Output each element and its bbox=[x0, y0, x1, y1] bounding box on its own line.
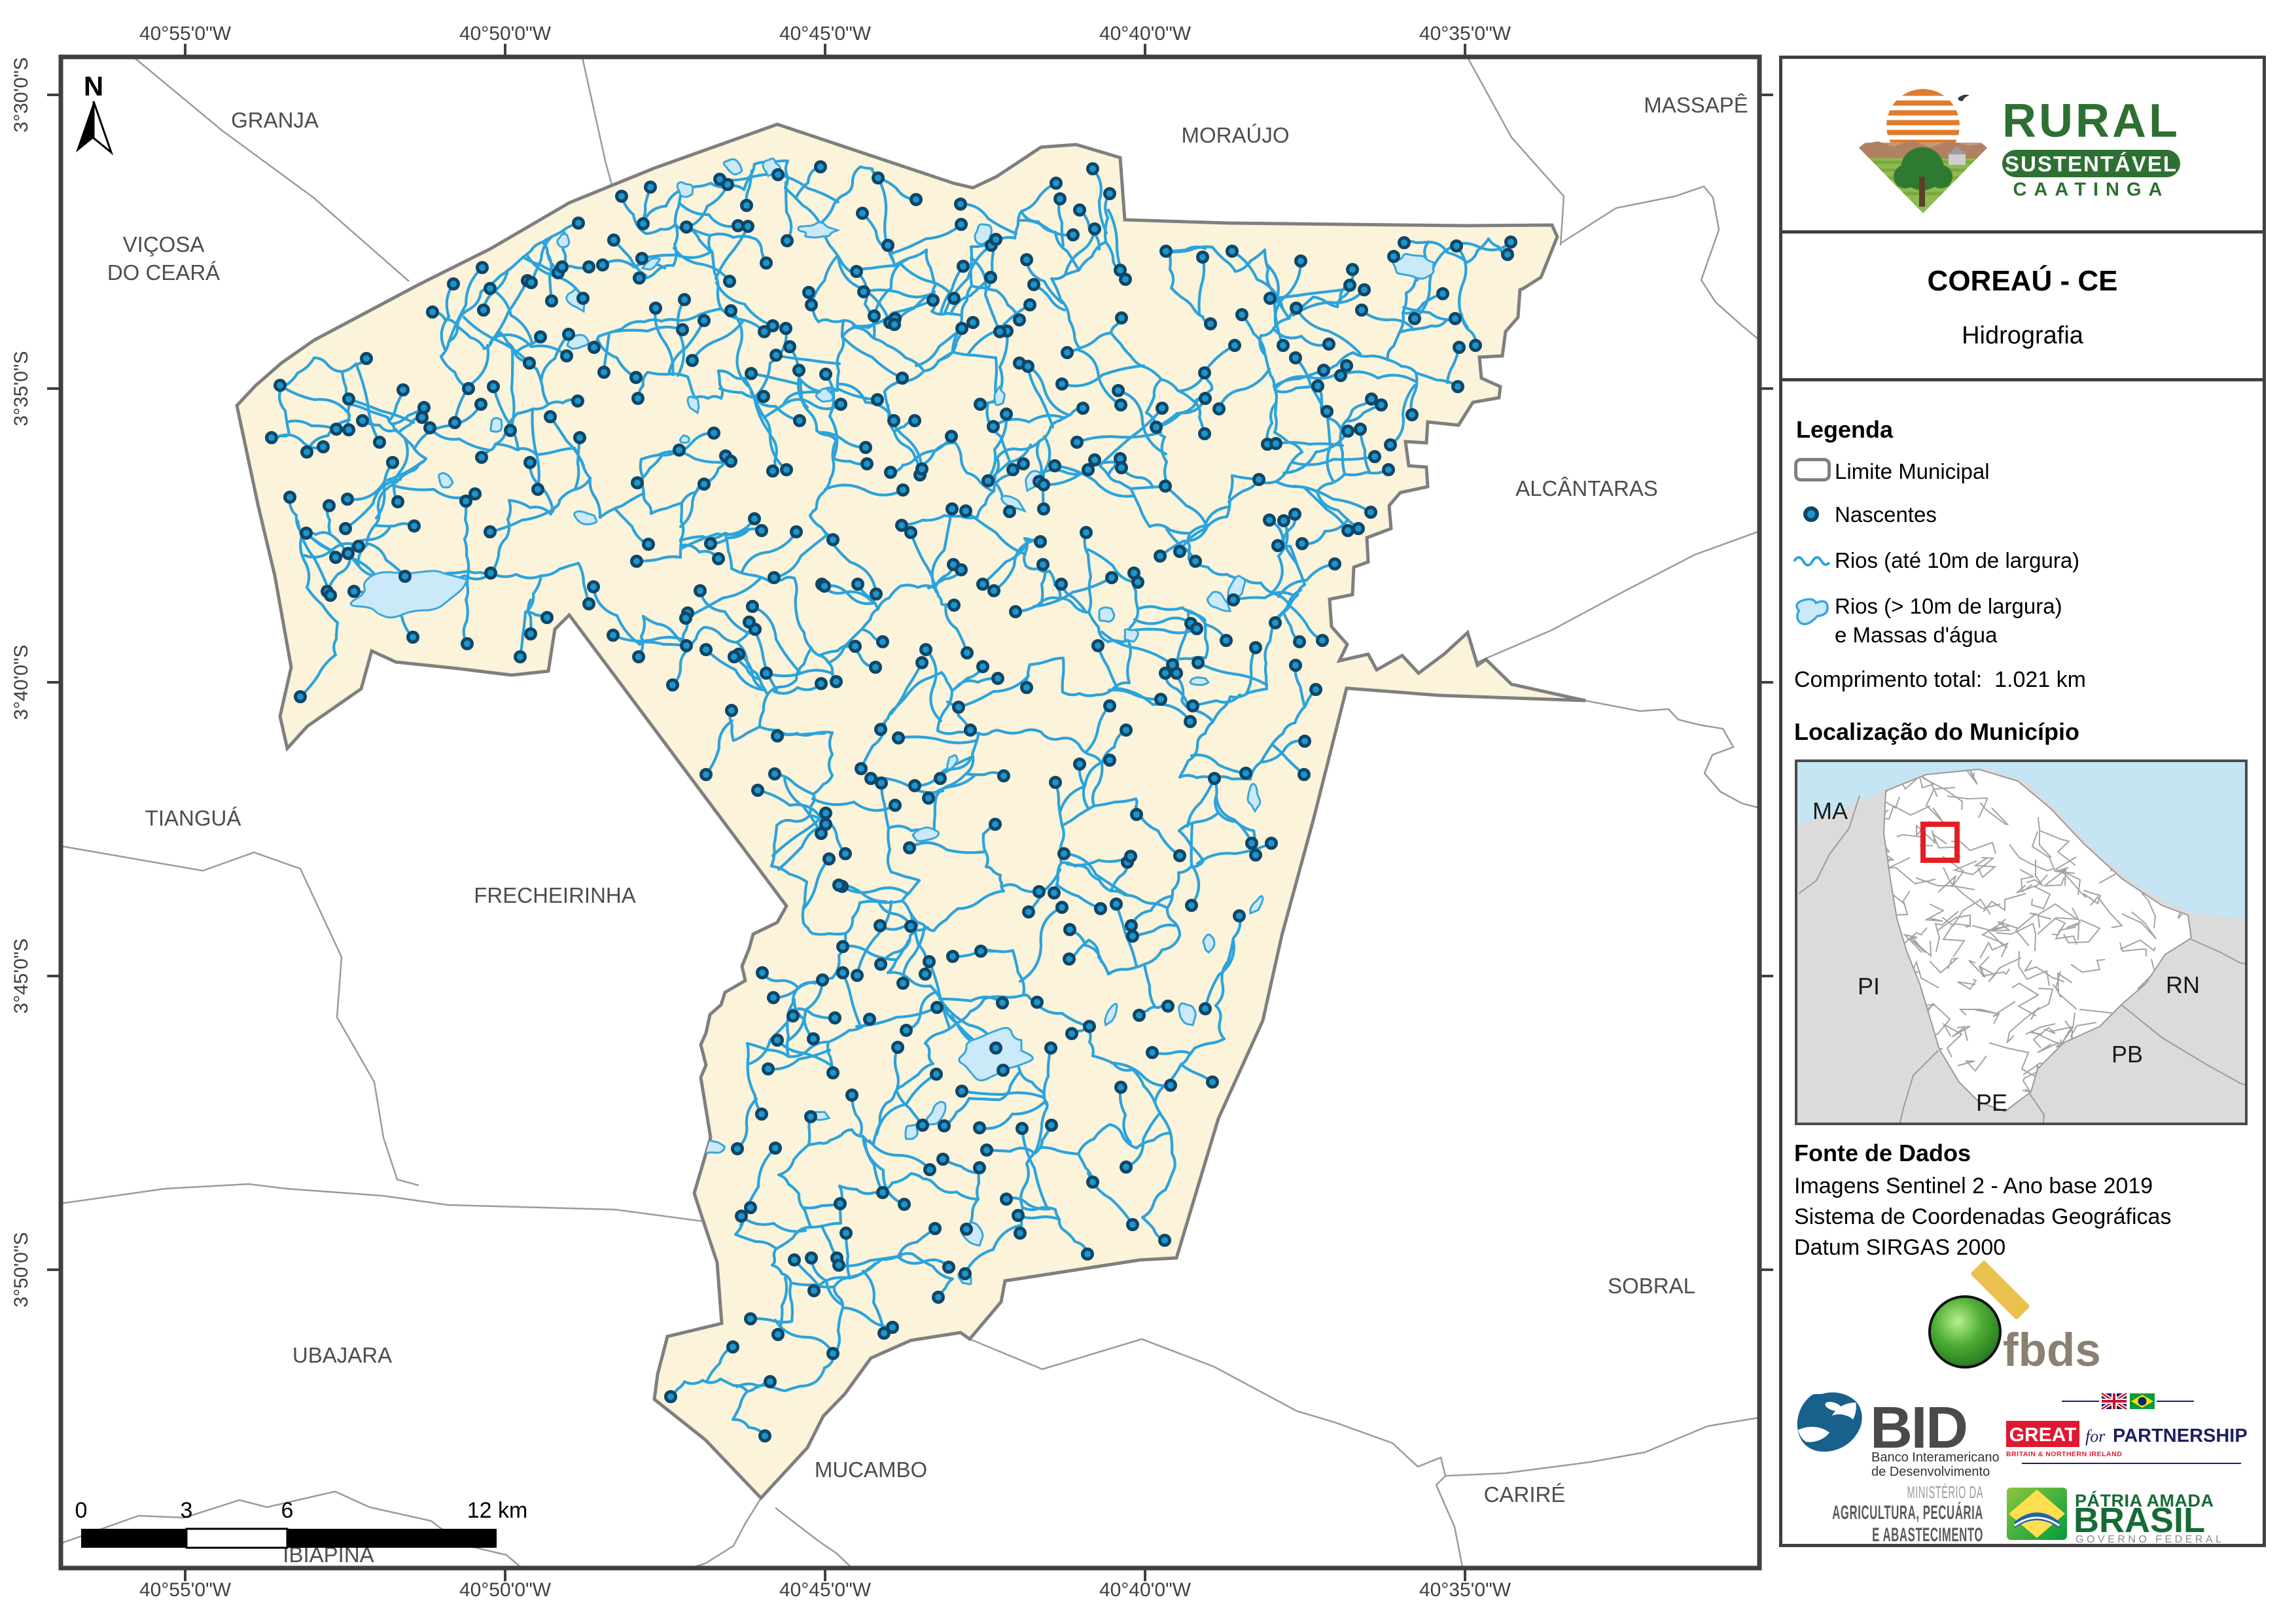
svg-text:40°40'0"W: 40°40'0"W bbox=[1099, 23, 1192, 44]
svg-text:CAATINGA: CAATINGA bbox=[2013, 179, 2170, 200]
svg-text:fbds: fbds bbox=[2003, 1325, 2101, 1376]
svg-text:3°35'0"S: 3°35'0"S bbox=[10, 351, 32, 426]
svg-text:40°50'0"W: 40°50'0"W bbox=[459, 23, 552, 44]
svg-text:0: 0 bbox=[75, 1498, 88, 1523]
svg-text:RURAL: RURAL bbox=[2002, 95, 2180, 147]
svg-text:3: 3 bbox=[181, 1498, 193, 1523]
svg-text:PÁTRIA AMADA: PÁTRIA AMADA bbox=[2075, 1490, 2214, 1510]
svg-text:3°40'0"S: 3°40'0"S bbox=[10, 644, 32, 720]
svg-text:PARTNERSHIP: PARTNERSHIP bbox=[2113, 1425, 2248, 1446]
svg-text:BRITAIN & NORTHERN IRELAND: BRITAIN & NORTHERN IRELAND bbox=[2006, 1450, 2122, 1458]
svg-text:RN: RN bbox=[2166, 971, 2200, 998]
svg-text:N: N bbox=[84, 71, 103, 101]
svg-text:40°55'0"W: 40°55'0"W bbox=[139, 23, 232, 44]
svg-text:CARIRÉ: CARIRÉ bbox=[1484, 1482, 1566, 1507]
svg-text:VIÇOSA: VIÇOSA bbox=[123, 232, 205, 256]
svg-text:TIANGUÁ: TIANGUÁ bbox=[145, 806, 241, 830]
svg-text:40°40'0"W: 40°40'0"W bbox=[1099, 1579, 1192, 1601]
svg-text:MORAÚJO: MORAÚJO bbox=[1182, 123, 1290, 147]
svg-text:BRASIL: BRASIL bbox=[2074, 1501, 2205, 1540]
svg-text:40°55'0"W: 40°55'0"W bbox=[139, 1579, 232, 1601]
svg-text:GRANJA: GRANJA bbox=[231, 108, 319, 132]
svg-text:40°35'0"W: 40°35'0"W bbox=[1419, 1579, 1511, 1601]
svg-text:12 km: 12 km bbox=[467, 1498, 528, 1523]
svg-text:GREAT: GREAT bbox=[2009, 1424, 2077, 1446]
svg-text:6: 6 bbox=[281, 1498, 294, 1523]
svg-text:40°45'0"W: 40°45'0"W bbox=[779, 1579, 872, 1601]
svg-text:PE: PE bbox=[1976, 1089, 2007, 1116]
svg-text:ALCÂNTARAS: ALCÂNTARAS bbox=[1515, 476, 1658, 500]
svg-text:FRECHEIRINHA: FRECHEIRINHA bbox=[474, 883, 636, 907]
svg-text:BID: BID bbox=[1870, 1395, 1967, 1461]
svg-text:40°50'0"W: 40°50'0"W bbox=[459, 1579, 552, 1601]
svg-text:GOVERNO FEDERAL: GOVERNO FEDERAL bbox=[2075, 1534, 2225, 1544]
svg-text:Banco Interamericano: Banco Interamericano bbox=[1871, 1450, 2000, 1465]
svg-text:40°35'0"W: 40°35'0"W bbox=[1419, 23, 1511, 44]
svg-text:PB: PB bbox=[2111, 1041, 2143, 1068]
svg-text:de Desenvolvimento: de Desenvolvimento bbox=[1871, 1465, 1990, 1479]
svg-text:SOBRAL: SOBRAL bbox=[1608, 1274, 1695, 1298]
svg-text:MUCAMBO: MUCAMBO bbox=[815, 1457, 927, 1482]
svg-text:DO CEARÁ: DO CEARÁ bbox=[107, 260, 220, 285]
svg-text:MA: MA bbox=[1812, 797, 1848, 824]
svg-text:for: for bbox=[2085, 1427, 2106, 1446]
svg-text:UBAJARA: UBAJARA bbox=[292, 1343, 392, 1367]
svg-text:3°45'0"S: 3°45'0"S bbox=[10, 938, 32, 1013]
svg-text:40°45'0"W: 40°45'0"W bbox=[779, 23, 872, 44]
svg-text:3°50'0"S: 3°50'0"S bbox=[10, 1232, 32, 1307]
svg-text:SUSTENTÁVEL: SUSTENTÁVEL bbox=[2005, 152, 2178, 176]
svg-text:3°30'0"S: 3°30'0"S bbox=[10, 57, 32, 132]
svg-text:PI: PI bbox=[1858, 973, 1880, 1000]
svg-text:MASSAPÊ: MASSAPÊ bbox=[1644, 93, 1748, 117]
